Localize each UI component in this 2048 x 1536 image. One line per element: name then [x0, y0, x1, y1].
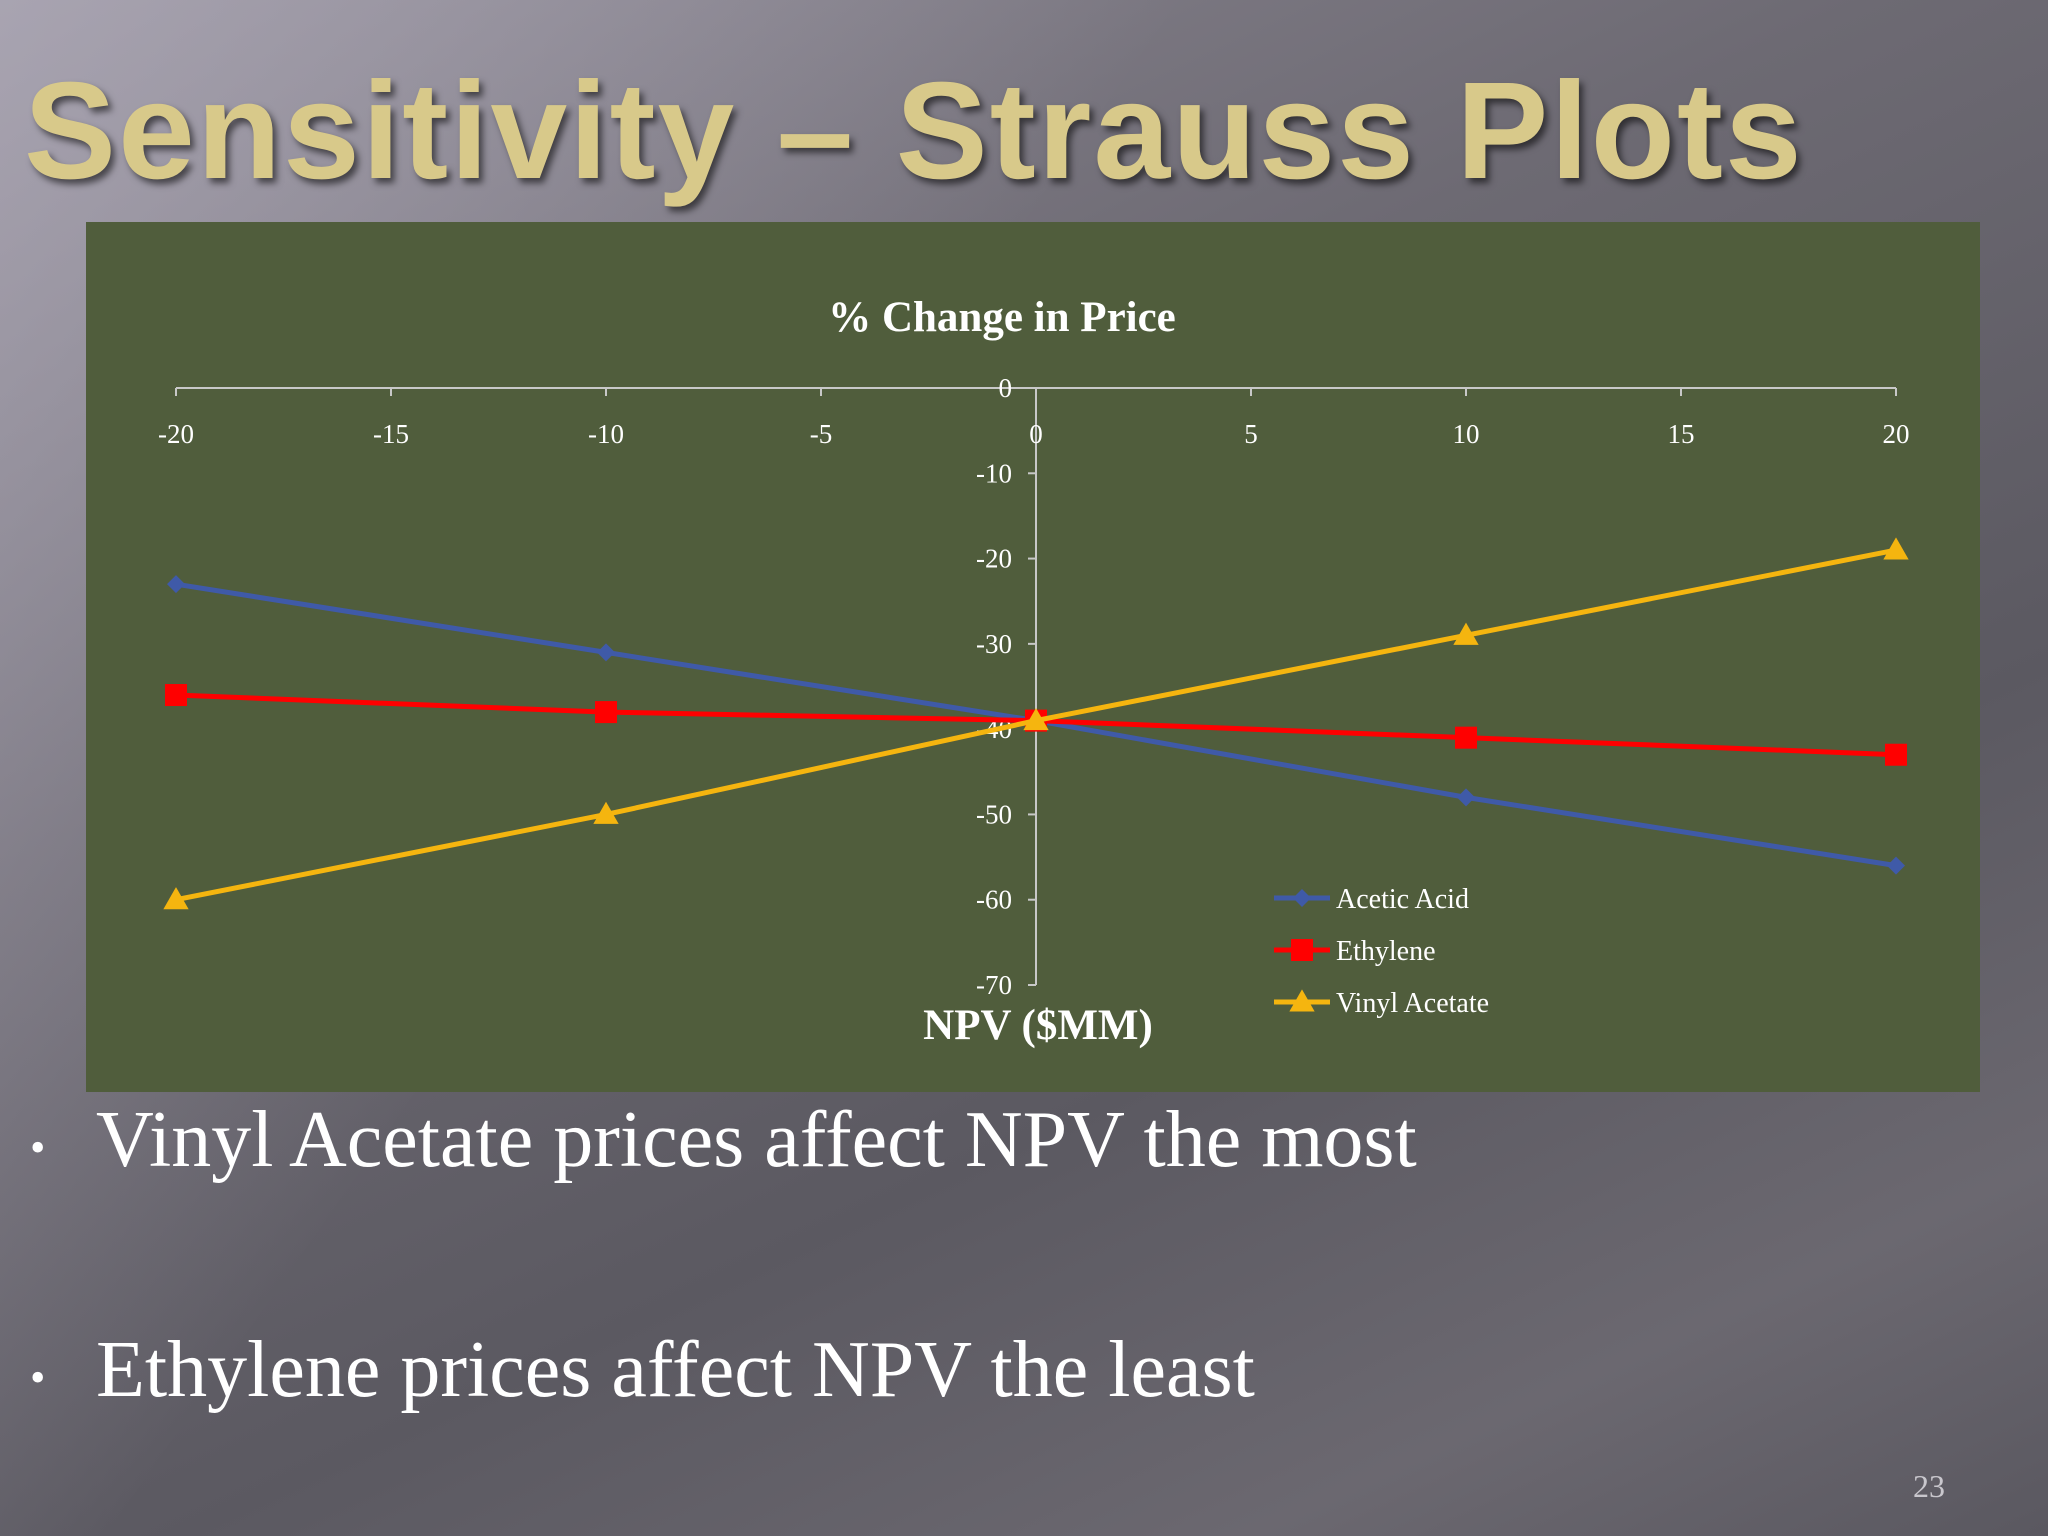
- page-number: 23: [1913, 1468, 1945, 1504]
- y-tick-label: -10: [976, 458, 1012, 488]
- data-point-square: [165, 684, 187, 707]
- x-tick-label: 5: [1244, 419, 1258, 449]
- legend-label: Acetic Acid: [1336, 884, 1469, 915]
- bullet-item: • Ethylene prices affect NPV the least: [30, 1325, 1255, 1416]
- data-point-diamond: [1293, 889, 1311, 907]
- y-tick-label: -60: [976, 885, 1012, 915]
- data-point-square: [1291, 939, 1313, 961]
- chart-title: % Change in Price: [828, 294, 1176, 341]
- data-point-triangle: [1023, 707, 1049, 731]
- legend-label: Ethylene: [1336, 936, 1436, 967]
- data-point-diamond: [1457, 788, 1475, 807]
- bullet-dot: •: [30, 1353, 46, 1403]
- data-point-triangle: [593, 801, 619, 824]
- chart-area: % Change in Price NPV ($MM) -20 -15 -10 -5 0…: [86, 222, 1980, 1092]
- y-axis-label: NPV ($MM): [923, 1002, 1153, 1049]
- x-tick-label: -15: [373, 419, 409, 449]
- y-tick-label: -20: [976, 544, 1012, 574]
- y-tick-label: 0: [999, 373, 1013, 403]
- bullet-text: Ethylene prices affect NPV the least: [96, 1326, 1255, 1414]
- bullet-dot: •: [30, 1123, 46, 1173]
- x-tick-label: 20: [1883, 419, 1910, 449]
- x-tick-label: 10: [1453, 419, 1480, 449]
- x-tick-label: 0: [1029, 419, 1043, 449]
- x-tick-label: -5: [810, 419, 833, 449]
- data-point-triangle: [163, 887, 189, 910]
- y-tick-label: -70: [976, 970, 1012, 1000]
- data-point-diamond: [597, 643, 615, 662]
- data-point-square: [1455, 726, 1477, 749]
- slide-title: Sensitivity – Strauss Plots: [24, 54, 1804, 208]
- y-tick-label: -50: [976, 799, 1012, 829]
- strauss-plot-chart: % Change in Price NPV ($MM) -20 -15 -10 -5 0…: [158, 294, 1910, 1049]
- data-point-square: [595, 701, 617, 724]
- y-tick-label: -30: [976, 629, 1012, 659]
- x-tick-label: -20: [158, 419, 194, 449]
- data-point-diamond: [167, 575, 185, 594]
- bullet-item: • Vinyl Acetate prices affect NPV the mos…: [30, 1095, 1417, 1186]
- data-point-diamond: [1887, 856, 1905, 875]
- data-point-triangle: [1453, 622, 1479, 645]
- data-point-square: [1885, 743, 1907, 766]
- legend-label: Vinyl Acetate: [1336, 988, 1489, 1019]
- x-tick-label: -10: [588, 419, 624, 449]
- x-tick-label: 15: [1668, 419, 1695, 449]
- data-point-triangle: [1883, 537, 1909, 560]
- bullet-text: Vinyl Acetate prices affect NPV the most: [96, 1096, 1417, 1184]
- data-point-triangle: [1289, 989, 1315, 1012]
